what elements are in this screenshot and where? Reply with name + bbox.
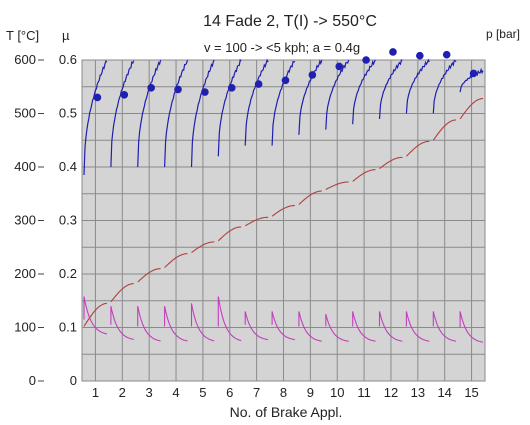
x-tick-label: 7: [253, 385, 260, 400]
pressure-trace: [378, 311, 403, 342]
temperature-trace: [325, 181, 349, 190]
mu-average-point: [335, 62, 344, 71]
mu-tick-label: 0: [70, 373, 77, 388]
mu-average-point: [416, 51, 424, 60]
temperature-trace: [83, 302, 107, 327]
mu-average-point: [442, 50, 451, 59]
temperature-trace: [110, 283, 134, 303]
pressure-trace: [271, 311, 295, 341]
pressure-trace: [352, 311, 376, 342]
mu-average-point: [469, 69, 478, 78]
mu-average-point: [254, 80, 263, 88]
mu-trace: [432, 59, 457, 114]
x-tick-label: 3: [146, 385, 153, 400]
mu-tick-labels: 0 0.1 0.2 0.3 0.4 0.5 0.6: [59, 52, 77, 388]
mu-trace: [298, 59, 323, 135]
mu-average-point: [93, 93, 102, 102]
pressure-trace: [83, 296, 107, 335]
temperature-trace: [379, 156, 403, 170]
x-tick-label: 10: [330, 385, 344, 400]
x-tick-label: 11: [357, 385, 371, 400]
mu-average-point: [308, 71, 317, 79]
mu-average-point: [389, 48, 397, 56]
temperature-tick-label: 200: [14, 266, 36, 281]
temperature-tick-label: 500: [14, 106, 36, 121]
x-tick-label: 5: [199, 385, 206, 400]
x-tick-label: 13: [411, 385, 425, 400]
temperature-tick-label: 100: [14, 320, 36, 335]
mu-tick-label: 0.4: [59, 159, 77, 174]
mu-trace: [83, 60, 108, 176]
mu-tick-label: 0.5: [59, 106, 77, 121]
mu-average-point: [227, 84, 236, 92]
mu-average-point: [362, 56, 370, 64]
grid: [82, 60, 485, 381]
pressure-trace: [164, 305, 188, 342]
pressure-trace: [217, 296, 242, 342]
pressure-trace: [432, 311, 457, 342]
mu-trace: [190, 59, 215, 168]
temperature-trace: [405, 140, 430, 157]
temperature-trace: [271, 204, 295, 217]
x-tick-label: 14: [437, 385, 451, 400]
x-tick-label: 12: [384, 385, 398, 400]
mu-tick-label: 0.6: [59, 52, 77, 67]
y-left-outer-label: T [°C]: [6, 28, 39, 43]
x-tick-label: 4: [172, 385, 179, 400]
x-tick-labels: 1 2 3 4 5 6 7 8 9 10 11 12 13 14 15: [92, 385, 479, 400]
pressure-trace: [137, 305, 161, 342]
mu-trace: [459, 67, 484, 93]
x-tick-label: 1: [92, 385, 99, 400]
temperature-trace: [244, 216, 269, 227]
chart-subtitle: v = 100 -> <5 kph; a = 0.4g: [204, 40, 360, 55]
x-tick-label: 15: [464, 385, 478, 400]
pressure-trace: [325, 313, 349, 342]
temperature-trace: [191, 241, 215, 254]
temperature-trace: [217, 226, 242, 242]
temperature-tick-label: 300: [14, 213, 36, 228]
mu-tick-label: 0.1: [59, 320, 77, 335]
temperature-tick-label: 600: [14, 52, 36, 67]
temperature-trace: [459, 97, 484, 120]
pressure-trace: [110, 305, 134, 341]
mu-trace: [352, 59, 376, 125]
y-right-label: p [bar]: [486, 27, 520, 41]
temperature-trace: [137, 268, 161, 283]
y-left-inner-label: µ: [62, 28, 70, 43]
x-tick-label: 2: [119, 385, 126, 400]
chart-title: 14 Fade 2, T(I) -> 550°C: [203, 13, 377, 30]
mu-average-point: [147, 84, 155, 92]
temperature-trace: [432, 119, 457, 141]
mu-average-point: [174, 85, 182, 94]
temperature-tick-labels: 0 100 200 300 400 500 600: [14, 52, 44, 388]
mu-average-point: [281, 76, 290, 85]
temperature-tick-label: 0: [29, 373, 36, 388]
x-tick-label: 6: [226, 385, 233, 400]
series-layer: [83, 48, 484, 343]
mu-trace: [325, 59, 350, 130]
mu-tick-label: 0.2: [59, 266, 77, 281]
mu-tick-label: 0.3: [59, 213, 77, 228]
mu-trace: [405, 58, 430, 114]
mu-average-point: [120, 90, 129, 99]
temperature-trace: [164, 253, 188, 268]
pressure-trace: [405, 311, 430, 342]
temperature-trace: [298, 190, 322, 205]
mu-trace: [110, 60, 135, 168]
pressure-trace: [190, 303, 215, 342]
pressure-trace: [459, 311, 484, 343]
pressure-trace: [244, 311, 269, 341]
x-axis-label: No. of Brake Appl.: [230, 404, 343, 420]
x-tick-label: 9: [307, 385, 314, 400]
temperature-tick-label: 400: [14, 159, 36, 174]
pressure-trace: [298, 311, 322, 342]
temperature-trace: [352, 169, 376, 182]
x-tick-label: 8: [280, 385, 287, 400]
mu-average-point: [201, 88, 209, 96]
mu-trace: [378, 59, 403, 119]
